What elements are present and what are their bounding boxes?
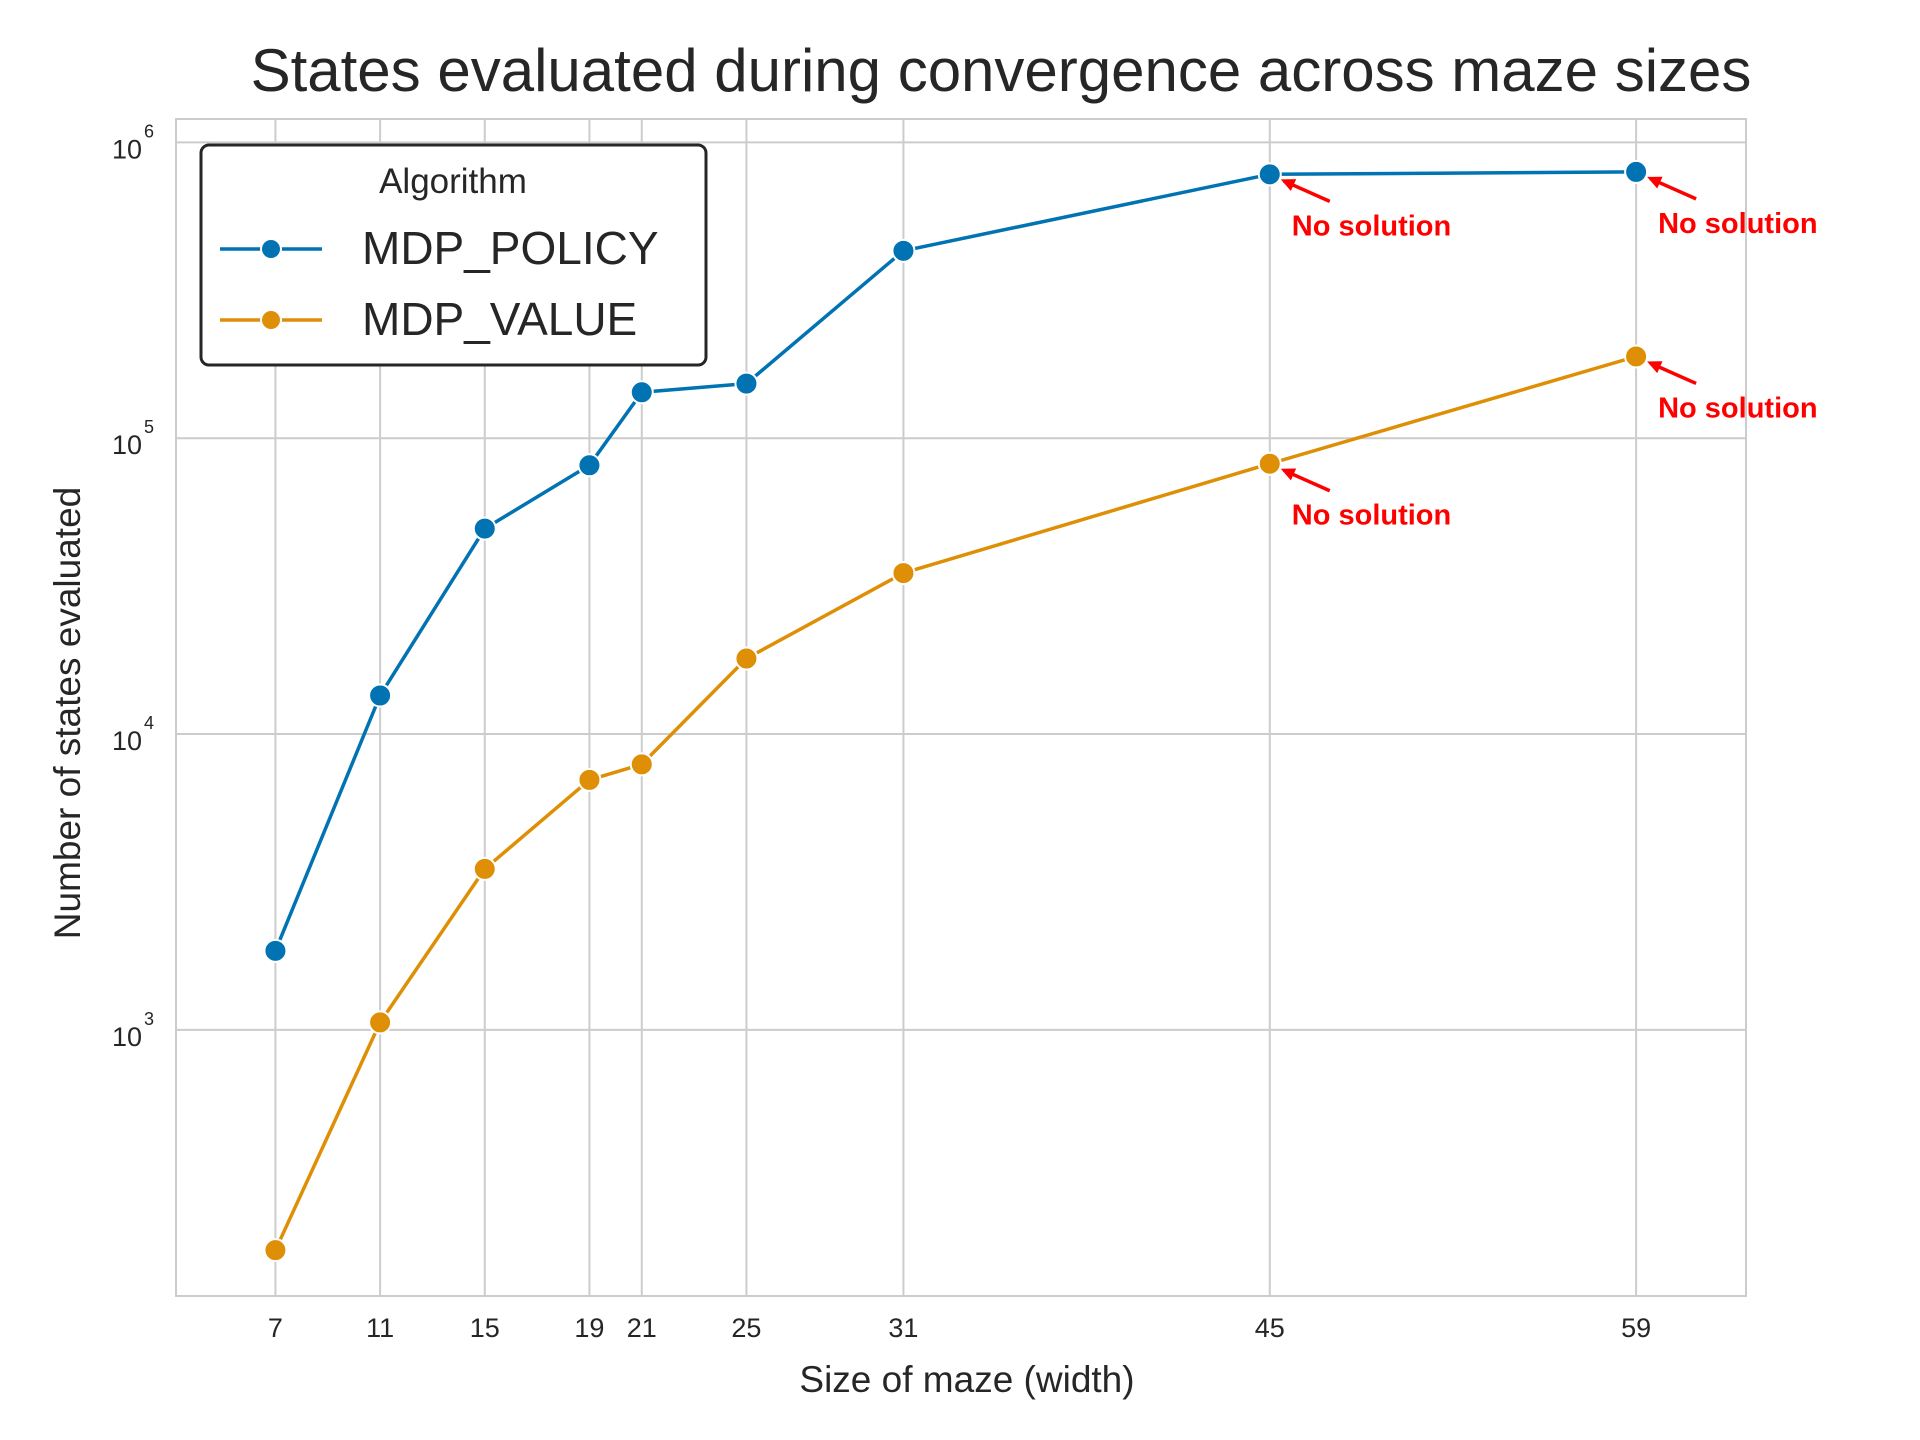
data-point-mdp-policy-59 [1624,159,1649,184]
series-points [263,159,1649,1263]
x-tick-label-21: 21 [627,1313,657,1343]
x-tick-label-19: 19 [574,1313,604,1343]
y-tick-label-6: 10 [112,134,142,164]
annotation-arrowhead-0 [1280,179,1297,192]
x-tick-label-15: 15 [470,1313,500,1343]
annotation-arrowhead-1 [1647,176,1663,189]
legend-title: Algorithm [379,162,527,201]
x-tick-label-59: 59 [1621,1313,1651,1343]
data-point-mdp-value-31 [891,561,916,586]
legend-marker-policy [260,238,282,260]
data-point-mdp-value-7 [263,1238,288,1263]
y-tick-exponent-5: 5 [144,417,154,437]
data-point-mdp-value-15 [472,856,497,881]
x-tick-label-7: 7 [268,1313,283,1343]
data-point-mdp-policy-45 [1257,162,1282,187]
data-point-mdp-value-11 [368,1010,393,1035]
annotation-arrowhead-2 [1280,468,1297,481]
y-tick-label-4: 10 [112,726,142,756]
data-point-mdp-policy-25 [734,371,759,396]
legend-label-value: MDP_VALUE [362,293,637,345]
legend: Algorithm MDP_POLICY MDP_VALUE [199,143,708,367]
data-point-mdp-policy-21 [629,380,654,405]
x-tick-labels: 7 11 15 19 21 25 31 45 59 [268,1313,1651,1343]
x-tick-label-31: 31 [888,1313,918,1343]
x-tick-label-25: 25 [731,1313,761,1343]
y-tick-exponent-6: 6 [144,121,154,141]
legend-marker-value [260,309,282,331]
data-point-mdp-value-45 [1257,451,1282,476]
data-point-mdp-policy-11 [368,683,393,708]
data-point-mdp-policy-7 [263,938,288,963]
x-axis-label: Size of maze (width) [799,1359,1134,1400]
annotation-label-2: No solution [1292,500,1451,532]
data-point-mdp-policy-19 [577,453,602,478]
data-point-mdp-value-25 [734,646,759,671]
annotation-label-0: No solution [1292,210,1451,242]
y-tick-label-3: 10 [112,1022,142,1052]
annotations: No solution No solution No solution No solu… [1280,176,1818,532]
annotation-label-1: No solution [1658,208,1817,240]
data-point-mdp-policy-31 [891,238,916,263]
data-point-mdp-policy-15 [472,516,497,541]
data-point-mdp-value-59 [1624,344,1649,369]
legend-label-policy: MDP_POLICY [362,222,659,274]
x-tick-label-45: 45 [1255,1313,1285,1343]
data-point-mdp-value-19 [577,767,602,792]
x-tick-label-11: 11 [366,1313,394,1343]
y-axis-label: Number of states evaluated [47,487,88,939]
annotation-label-3: No solution [1658,392,1817,424]
y-tick-label-5: 10 [112,430,142,460]
legend-box [199,143,708,367]
data-point-mdp-value-21 [629,752,654,777]
plot-frame [175,118,1747,1297]
annotation-arrowhead-3 [1647,361,1663,374]
y-tick-exponent-4: 4 [144,713,154,733]
chart-title: States evaluated during convergence acro… [251,37,1752,104]
y-tick-exponent-3: 3 [144,1009,154,1029]
